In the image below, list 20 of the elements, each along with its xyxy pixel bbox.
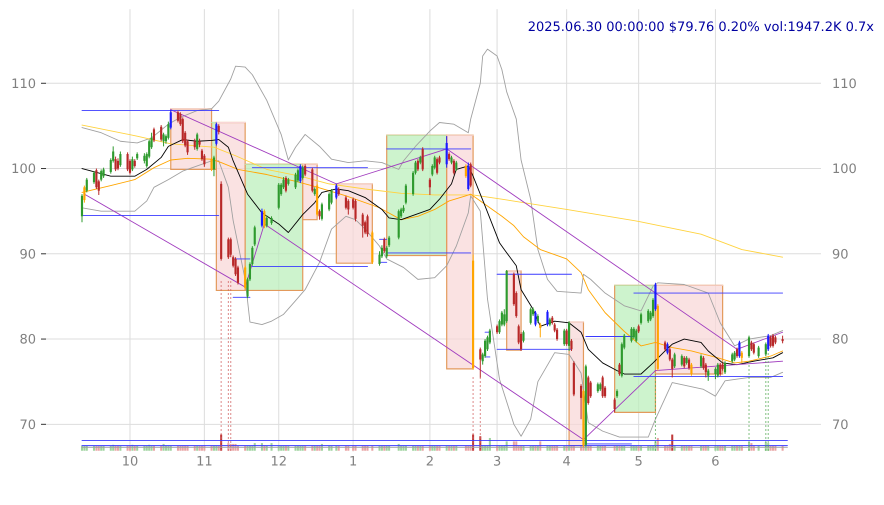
y2-tick-label: 70 [832,418,849,433]
text: 2025.06.30 00:00:00 $79.76 0.20% vol:1947.2K 0.7x [528,20,874,35]
x-tick-label: 5 [634,454,643,470]
x-tick-label: 6 [711,454,720,470]
y2-tick-label: 90 [832,247,849,262]
x-tick-label: 1 [348,454,358,470]
x-tick-label: 2 [426,454,434,470]
y-tick-label: 110 [11,76,36,92]
x-tick-label: 4 [562,454,571,470]
y-tick-label: 80 [19,332,36,348]
x-tick-label: 10 [122,454,138,470]
y2-tick-label: 110 [832,76,857,92]
x-tick-label: 11 [196,454,213,470]
y-tick-label: 70 [19,418,36,433]
y-tick-label: 90 [19,247,36,262]
y-tick-label: 100 [11,162,36,178]
y2-tick-label: 80 [832,332,849,348]
y2-tick-label: 100 [832,162,857,178]
x-tick-label: 3 [492,454,502,470]
x-tick-label: 12 [270,454,288,470]
